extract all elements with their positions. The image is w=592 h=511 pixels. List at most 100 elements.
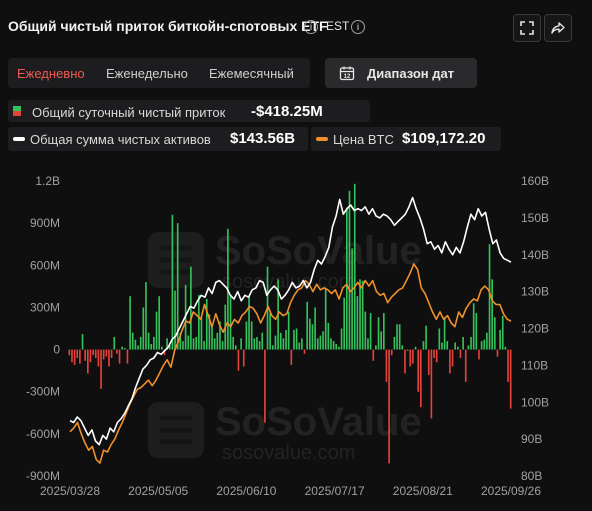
flow-bar[interactable]	[335, 343, 338, 350]
flow-bar[interactable]	[121, 346, 123, 350]
flow-bar[interactable]	[430, 349, 433, 419]
flow-bar[interactable]	[116, 349, 118, 354]
flow-bar[interactable]	[404, 349, 406, 374]
flow-bar[interactable]	[240, 338, 242, 350]
flow-bar[interactable]	[327, 322, 330, 350]
flow-bar[interactable]	[174, 290, 176, 350]
flow-bar[interactable]	[200, 317, 203, 350]
flow-bar[interactable]	[306, 301, 308, 350]
flow-bar[interactable]	[163, 349, 166, 356]
flow-bar[interactable]	[205, 299, 208, 350]
etf-flow-chart[interactable]: SoSoValue sosovalue.com SoSoValue sosova…	[0, 160, 592, 511]
flow-bar[interactable]	[97, 349, 100, 367]
flow-bar[interactable]	[81, 334, 84, 350]
net-assets-line[interactable]	[69, 196, 512, 446]
flow-bar[interactable]	[309, 318, 311, 350]
flow-bar[interactable]	[393, 336, 396, 350]
flow-bar[interactable]	[494, 317, 496, 350]
flow-bar[interactable]	[285, 329, 287, 350]
flow-bar[interactable]	[356, 296, 359, 350]
flow-bar[interactable]	[232, 336, 234, 350]
flow-bar[interactable]	[438, 328, 441, 350]
flow-bar[interactable]	[102, 349, 105, 360]
flow-bar[interactable]	[242, 349, 245, 367]
share-button[interactable]	[544, 14, 572, 42]
flow-bar[interactable]	[459, 349, 462, 358]
flow-bar[interactable]	[375, 345, 377, 350]
flow-bar[interactable]	[367, 338, 369, 350]
tab-monthly[interactable]: Ежемесячный	[209, 66, 294, 81]
flow-bar[interactable]	[256, 336, 258, 350]
flow-bar[interactable]	[179, 332, 182, 350]
flow-bar[interactable]	[446, 341, 449, 350]
flow-bar[interactable]	[470, 336, 472, 350]
flow-bar[interactable]	[467, 345, 470, 350]
flow-bar[interactable]	[353, 183, 356, 350]
flow-bar[interactable]	[100, 349, 102, 389]
flow-bar[interactable]	[73, 349, 76, 366]
flow-bar[interactable]	[496, 349, 499, 357]
flow-bar[interactable]	[68, 349, 71, 356]
flow-bar[interactable]	[414, 346, 417, 350]
flow-bar[interactable]	[412, 349, 414, 364]
flow-bar[interactable]	[443, 317, 446, 350]
flow-bar[interactable]	[338, 346, 340, 350]
btc-price-line[interactable]	[69, 263, 512, 464]
flow-bar[interactable]	[274, 335, 277, 350]
flow-bar[interactable]	[343, 297, 345, 350]
flow-bar[interactable]	[279, 332, 282, 350]
legend-net-inflow[interactable]: Общий суточный чистый приток -$418.25M	[8, 100, 370, 122]
flow-bar[interactable]	[417, 349, 419, 392]
flow-bar[interactable]	[301, 338, 303, 350]
flow-bar[interactable]	[237, 349, 240, 371]
flow-bar[interactable]	[457, 346, 459, 350]
flow-bar[interactable]	[211, 324, 213, 350]
date-range-button[interactable]: 12 Диапазон дат	[325, 58, 477, 88]
flow-bar[interactable]	[316, 338, 319, 350]
flow-bar[interactable]	[187, 335, 190, 350]
flow-bar[interactable]	[369, 313, 372, 350]
flow-bar[interactable]	[449, 349, 451, 374]
flow-bar[interactable]	[406, 349, 409, 351]
flow-bar[interactable]	[147, 332, 150, 350]
flow-bar[interactable]	[84, 349, 86, 361]
flow-bar[interactable]	[150, 343, 153, 350]
flow-bar[interactable]	[295, 328, 298, 350]
flow-bar[interactable]	[422, 341, 425, 350]
flow-bar[interactable]	[464, 349, 467, 382]
flow-bar[interactable]	[409, 349, 412, 367]
flow-bar[interactable]	[359, 279, 361, 350]
flow-bar[interactable]	[364, 311, 367, 350]
flow-bar[interactable]	[385, 349, 388, 382]
flow-bar[interactable]	[488, 244, 491, 350]
flow-bar[interactable]	[435, 349, 438, 363]
flow-bar[interactable]	[126, 349, 129, 364]
flow-bar[interactable]	[87, 349, 89, 374]
flow-bar[interactable]	[264, 349, 266, 423]
flow-bar[interactable]	[372, 349, 375, 361]
flow-bar[interactable]	[124, 348, 126, 350]
flow-bar[interactable]	[108, 349, 110, 367]
flow-bar[interactable]	[401, 345, 404, 350]
flow-bar[interactable]	[332, 341, 335, 350]
flow-bar[interactable]	[269, 313, 271, 350]
flow-bar[interactable]	[79, 349, 81, 364]
flow-bar[interactable]	[501, 315, 504, 350]
flow-bar[interactable]	[142, 307, 145, 350]
flow-bar[interactable]	[472, 303, 475, 350]
flow-bar[interactable]	[348, 190, 351, 350]
flow-bar[interactable]	[322, 331, 324, 350]
flow-bar[interactable]	[166, 338, 168, 350]
flow-bar[interactable]	[235, 345, 237, 350]
flow-bar[interactable]	[118, 349, 121, 364]
flow-bar[interactable]	[113, 336, 116, 350]
flow-bar[interactable]	[229, 294, 232, 350]
flow-bar[interactable]	[198, 294, 200, 350]
flow-bar[interactable]	[137, 345, 139, 350]
flow-bar[interactable]	[441, 342, 443, 350]
fullscreen-button[interactable]	[513, 14, 541, 42]
flow-bar[interactable]	[161, 346, 163, 350]
flow-bar[interactable]	[76, 349, 79, 358]
tab-daily[interactable]: Ежедневно	[17, 66, 85, 81]
flow-bar[interactable]	[250, 321, 253, 350]
